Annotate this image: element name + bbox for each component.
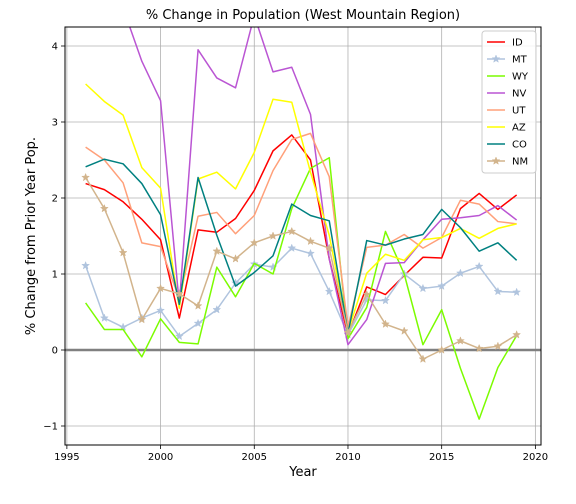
data-point bbox=[193, 318, 203, 328]
legend-marker bbox=[491, 156, 501, 165]
y-tick-label: 4 bbox=[52, 42, 58, 53]
data-point bbox=[306, 248, 315, 258]
legend-item-az: AZ bbox=[487, 123, 526, 134]
data-point bbox=[324, 243, 334, 252]
series-line bbox=[128, 27, 518, 346]
data-point bbox=[156, 305, 166, 315]
data-point bbox=[474, 343, 484, 353]
x-tick-label: 2000 bbox=[148, 452, 173, 463]
series-id bbox=[85, 134, 518, 336]
legend-label: WY bbox=[512, 72, 529, 83]
data-point bbox=[493, 341, 503, 351]
plot-frame bbox=[64, 26, 542, 446]
series-line bbox=[85, 134, 518, 336]
y-axis-ticks: −1 0 1 2 3 4 bbox=[43, 42, 65, 433]
data-point bbox=[493, 286, 503, 296]
data-point bbox=[231, 254, 241, 263]
data-point bbox=[306, 236, 315, 246]
x-axis-label: Year bbox=[288, 465, 317, 480]
data-point bbox=[418, 283, 428, 293]
series-mt bbox=[81, 243, 522, 341]
series-line bbox=[84, 156, 518, 420]
legend-box bbox=[481, 30, 537, 174]
data-point bbox=[399, 326, 409, 335]
y-tick-label: 3 bbox=[52, 118, 58, 129]
data-point bbox=[455, 268, 465, 278]
chart-title: % Change in Population (West Mountain Re… bbox=[146, 8, 460, 23]
y-tick-label: 2 bbox=[52, 194, 58, 205]
legend-label: ID bbox=[512, 38, 523, 49]
legend-marker bbox=[491, 54, 501, 63]
data-point bbox=[81, 172, 91, 182]
legend-item-mt: MT bbox=[487, 54, 528, 66]
data-point bbox=[99, 203, 109, 213]
legend-label: NM bbox=[512, 157, 528, 168]
data-point bbox=[268, 231, 278, 240]
data-point bbox=[156, 283, 166, 293]
data-point bbox=[118, 248, 128, 257]
data-point bbox=[81, 260, 91, 270]
legend-item-co: CO bbox=[487, 140, 527, 151]
x-axis-ticks: 1995 2000 2005 2010 2015 2020 bbox=[54, 445, 548, 463]
legend: ID MT WY NV UT AZ CO NM bbox=[481, 30, 537, 174]
data-point bbox=[174, 289, 184, 298]
series-az bbox=[85, 83, 517, 333]
data-point bbox=[380, 319, 390, 328]
series-line bbox=[85, 83, 517, 333]
y-tick-label: −1 bbox=[43, 422, 58, 433]
data-point bbox=[380, 295, 390, 305]
data-point bbox=[343, 327, 353, 337]
x-tick-label: 2015 bbox=[429, 452, 454, 463]
data-point bbox=[474, 261, 484, 271]
series-line bbox=[84, 177, 518, 360]
legend-item-wy: WY bbox=[487, 72, 529, 83]
data-point bbox=[249, 238, 259, 247]
legend-label: UT bbox=[512, 106, 526, 117]
data-point bbox=[362, 289, 372, 299]
data-point bbox=[193, 301, 203, 310]
legend-item-nm: NM bbox=[487, 156, 528, 168]
data-point bbox=[437, 281, 447, 290]
data-point bbox=[437, 345, 447, 354]
data-point bbox=[212, 305, 222, 314]
data-point bbox=[455, 336, 465, 345]
data-point bbox=[512, 330, 522, 339]
series-line bbox=[84, 247, 517, 338]
data-point bbox=[418, 354, 428, 363]
legend-label: MT bbox=[512, 55, 528, 66]
series-co bbox=[85, 158, 518, 335]
x-tick-label: 2005 bbox=[242, 452, 267, 463]
data-point bbox=[512, 287, 522, 297]
legend-label: CO bbox=[512, 140, 527, 151]
x-tick-label: 1995 bbox=[54, 452, 79, 463]
series-nv bbox=[128, 27, 518, 346]
y-axis-label: % Change from Prior Year Pop. bbox=[24, 137, 39, 335]
series-layer bbox=[81, 27, 522, 420]
data-point bbox=[212, 246, 222, 256]
series-wy bbox=[84, 156, 518, 420]
data-point bbox=[287, 226, 297, 236]
gridlines bbox=[65, 27, 541, 445]
legend-label: AZ bbox=[512, 123, 526, 134]
data-point bbox=[99, 313, 109, 322]
legend-item-nv: NV bbox=[487, 89, 526, 100]
data-point bbox=[324, 286, 334, 296]
y-tick-label: 0 bbox=[52, 346, 58, 357]
data-point bbox=[174, 331, 184, 341]
legend-item-id: ID bbox=[487, 38, 523, 49]
x-tick-label: 2020 bbox=[523, 452, 548, 463]
x-tick-label: 2010 bbox=[335, 452, 360, 463]
data-point bbox=[287, 243, 297, 252]
series-nm bbox=[81, 172, 522, 363]
y-tick-label: 1 bbox=[52, 270, 58, 281]
legend-label: NV bbox=[512, 89, 526, 100]
legend-item-ut: UT bbox=[487, 106, 526, 117]
series-line bbox=[85, 158, 518, 335]
data-point bbox=[137, 314, 147, 324]
